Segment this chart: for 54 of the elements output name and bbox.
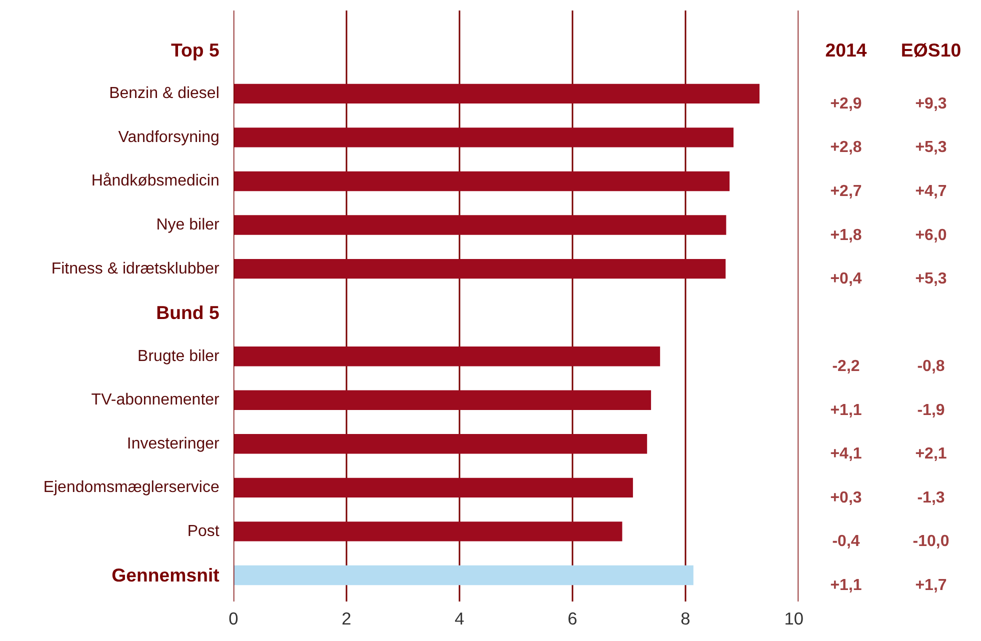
text: +2,8 [830, 139, 862, 156]
x-tick-label: 2 [342, 608, 352, 628]
bar [234, 128, 734, 148]
text: EØS10 [900, 39, 962, 60]
text: +2,1 [915, 446, 947, 463]
text: +1,7 [915, 576, 947, 594]
text: +4,7 [915, 182, 947, 200]
text: +5,3 [915, 270, 947, 288]
text: +0,4 [830, 270, 862, 288]
y-tick-label: Gennemsnit [112, 564, 220, 586]
bar [234, 390, 652, 410]
text: +9,3 [915, 95, 947, 112]
text: +4,1 [830, 446, 862, 463]
bar [234, 84, 760, 104]
bar [234, 346, 660, 366]
y-tick-label: Post [187, 522, 220, 540]
text: +1,8 [830, 226, 862, 244]
x-tick-label: 6 [568, 608, 578, 628]
text: +2,9 [830, 95, 862, 112]
y-tick-label: Fitness & idrætsklubber [51, 260, 220, 278]
text: -0,8 [917, 358, 945, 376]
text: -0,4 [832, 533, 860, 550]
bar [234, 258, 726, 279]
text: +2,7 [830, 182, 862, 200]
y-tick-label: Nye biler [156, 216, 220, 234]
y-tick-label: Bund 5 [156, 302, 220, 324]
y-tick-label: Top 5 [171, 39, 220, 60]
text: +0,3 [830, 489, 862, 506]
y-tick-label: Brugte biler [138, 348, 220, 365]
text: +1,1 [830, 402, 862, 419]
x-tick-label: 4 [454, 608, 465, 628]
x-tick-label: 0 [228, 608, 238, 628]
text: -10,0 [912, 533, 950, 550]
bar [234, 522, 622, 542]
text: +5,3 [915, 139, 947, 156]
bar [234, 434, 648, 454]
y-tick-label: TV-abonnementer [91, 392, 220, 409]
text: +1,1 [830, 576, 862, 594]
y-tick-label: Ejendomsmæglerservice [43, 479, 220, 496]
text: +6,0 [915, 226, 947, 244]
x-tick-label: 10 [784, 608, 804, 628]
y-tick-label: Benzin & diesel [109, 85, 220, 102]
bar [234, 215, 726, 235]
bar [234, 171, 730, 192]
text: 2014 [825, 39, 868, 60]
text: -1,3 [917, 489, 945, 506]
text: -1,9 [917, 402, 945, 419]
x-tick-label: 8 [680, 608, 690, 628]
bar [234, 478, 633, 498]
y-tick-label: Håndkøbsmedicin [91, 172, 220, 190]
y-tick-label: Investeringer [126, 435, 220, 452]
y-tick-label: Vandforsyning [118, 128, 220, 146]
bar [234, 565, 694, 586]
text: -2,2 [832, 358, 860, 376]
